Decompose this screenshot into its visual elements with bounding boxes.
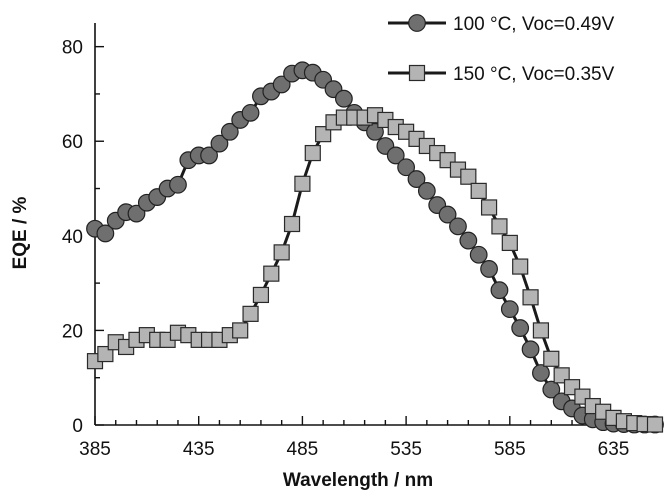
data-point: [169, 175, 187, 194]
legend-entry: 100 °C, Voc=0.49V: [388, 14, 615, 35]
data-point: [232, 322, 249, 339]
data-point: [449, 217, 467, 236]
data-point: [334, 89, 353, 108]
legend-label: 100 °C, Voc=0.49V: [453, 14, 615, 35]
data-point: [200, 146, 218, 165]
data-point: [397, 158, 416, 177]
data-point: [417, 181, 436, 200]
y-tick-label: 40: [62, 227, 83, 248]
series-square: [86, 107, 664, 433]
data-point: [646, 416, 664, 433]
data-point: [521, 340, 540, 359]
data-point: [491, 218, 508, 235]
data-point: [522, 289, 539, 306]
x-axis-title: Wavelength / nm: [283, 470, 433, 491]
x-tick-label: 635: [598, 439, 630, 460]
y-axis-title: EQE / %: [10, 196, 31, 269]
data-point: [511, 319, 530, 337]
x-tick-label: 485: [287, 439, 319, 460]
x-tick-label: 585: [494, 439, 526, 460]
data-point: [242, 305, 259, 322]
data-point: [210, 134, 229, 153]
data-point: [512, 258, 529, 275]
data-point: [263, 265, 280, 282]
y-tick-label: 20: [62, 321, 83, 342]
data-point: [220, 122, 239, 141]
data-point: [252, 286, 270, 304]
data-point: [272, 75, 291, 94]
y-tick-label: 0: [72, 416, 83, 437]
data-point: [386, 146, 405, 165]
legend-label: 150 °C, Voc=0.35V: [453, 64, 615, 85]
x-tick-label: 435: [183, 439, 215, 460]
data-point: [480, 260, 498, 278]
data-point: [96, 224, 115, 243]
data-point: [543, 350, 560, 367]
data-point: [532, 322, 550, 339]
data-point: [127, 204, 146, 223]
data-point: [532, 364, 550, 382]
data-point: [459, 231, 478, 250]
legend-entry: 150 °C, Voc=0.35V: [388, 64, 615, 85]
x-tick-label: 385: [79, 439, 111, 460]
legend: 100 °C, Voc=0.49V 150 °C, Voc=0.35V: [388, 14, 615, 85]
y-tick-label: 60: [62, 132, 83, 153]
data-point: [304, 144, 321, 162]
data-point: [283, 215, 301, 233]
legend-marker: [408, 64, 426, 82]
data-point: [500, 300, 519, 319]
data-point: [501, 234, 518, 252]
data-point: [542, 380, 561, 399]
data-point: [470, 182, 487, 199]
series-layer: [86, 61, 664, 434]
data-point: [480, 199, 498, 216]
x-tick-label: 535: [390, 439, 422, 460]
legend-marker: [408, 14, 426, 32]
data-point: [241, 103, 260, 122]
y-tick-label: 80: [62, 38, 83, 59]
axes-layer: 0 20 40 60 80 385 435 485 535 585 635: [62, 23, 656, 460]
data-point: [460, 168, 477, 185]
data-point: [469, 245, 488, 264]
data-point: [490, 281, 509, 300]
data-point: [438, 205, 457, 224]
data-point: [273, 244, 290, 261]
data-point: [407, 170, 426, 188]
series-line: [94, 113, 656, 426]
data-point: [294, 175, 311, 192]
